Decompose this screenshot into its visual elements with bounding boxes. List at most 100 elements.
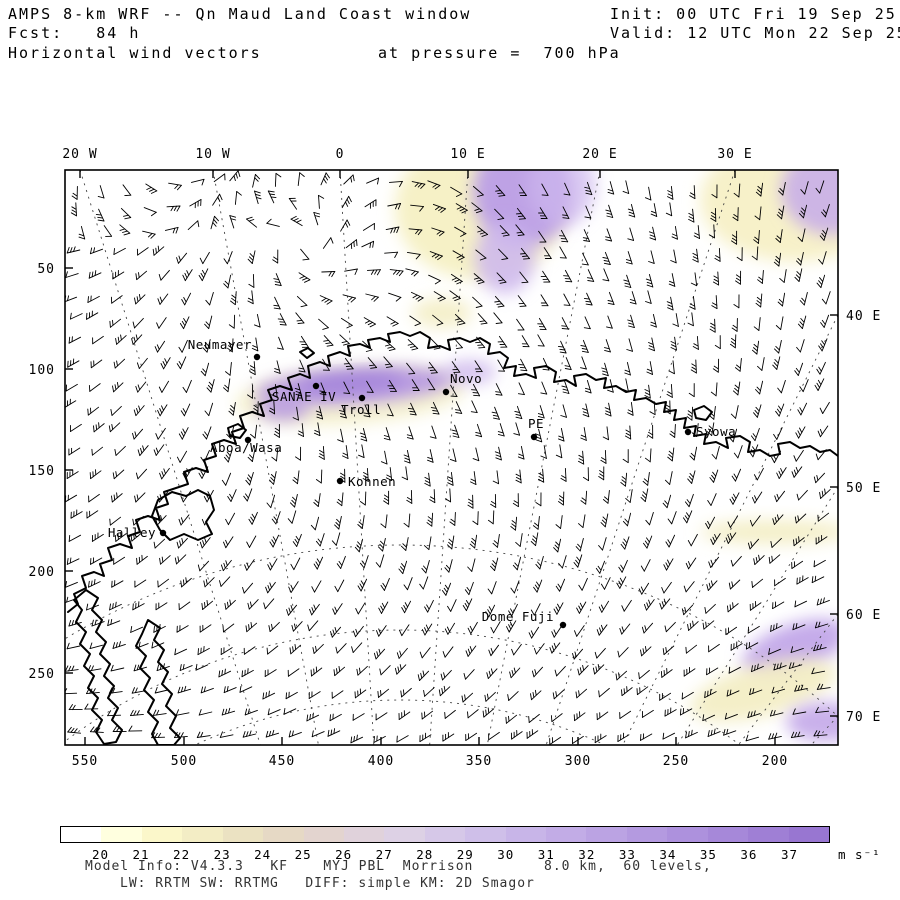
colorbar-tick-label: 23 (213, 847, 231, 862)
station-marker (253, 353, 261, 361)
init-time-label: Init: 00 UTC Fri 19 Sep 25 (610, 5, 897, 23)
colorbar-segment (707, 827, 749, 842)
coastline (135, 619, 181, 745)
station-label: Syowa (696, 424, 736, 439)
axis-label: 400 (368, 754, 394, 769)
station-label: Kohnen (348, 474, 396, 489)
colorbar-segment (788, 827, 830, 842)
colorbar-tick-label: 20 (91, 847, 110, 862)
axis-label: 350 (466, 754, 492, 769)
colorbar-tick-label: 30 (497, 847, 515, 862)
colorbar-tick-label: 37 (780, 847, 798, 862)
coastline (67, 331, 838, 613)
station-label: Aboa/Wasa (210, 440, 282, 455)
colorbar-unit: m s⁻¹ (838, 847, 881, 862)
coastline (227, 423, 247, 439)
colorbar-tick-label: 28 (416, 847, 434, 862)
coastline (73, 589, 123, 745)
colorbar-segment (586, 827, 627, 842)
map-frame (64, 169, 839, 746)
colorbar-tick-label: 25 (294, 847, 312, 862)
axis-ticks (65, 170, 838, 745)
colorbar-segment (141, 827, 183, 842)
field-name: Horizontal wind vectors (8, 44, 262, 62)
station-marker (358, 394, 366, 402)
colorbar-segment (222, 827, 264, 842)
station-marker (159, 529, 167, 537)
colorbar-segment (61, 827, 102, 842)
plot-title: AMPS 8-km WRF -- Qn Maud Land Coast wind… (8, 5, 472, 23)
wind-speed-shading (781, 170, 838, 235)
colorbar-tick-label: 34 (659, 847, 677, 862)
axis-label: 50 E (846, 481, 881, 496)
graticule (65, 170, 838, 745)
axis-label: 10 E (450, 147, 485, 162)
colorbar-segment (626, 827, 668, 842)
axis-label: 40 E (846, 309, 881, 324)
station-label: Troll (341, 402, 381, 417)
colorbar-segment (182, 827, 223, 842)
station-marker (559, 621, 567, 629)
colorbar-tick-label: 27 (375, 847, 393, 862)
axis-label: 500 (171, 754, 197, 769)
coastline (693, 405, 713, 421)
colorbar-tick-label: 24 (254, 847, 272, 862)
station-marker (336, 477, 344, 485)
station-label: Neumayer (188, 337, 252, 352)
axis-label: 60 E (846, 608, 881, 623)
station-label: Halley (108, 525, 156, 540)
station-label: PE (528, 416, 544, 431)
wind-speed-shading (412, 298, 472, 328)
axis-label: 250 (29, 667, 55, 682)
colorbar-segment (303, 827, 344, 842)
colorbar-tick-label: 22 (173, 847, 191, 862)
colorbar-tick-label: 36 (740, 847, 758, 862)
wind-speed-shading (295, 373, 405, 393)
forecast-hour: Fcst: 84 h (8, 24, 141, 42)
wind-speed-shading (528, 170, 596, 226)
valid-time-label: Valid: 12 UTC Mon 22 Sep 25 (610, 24, 900, 42)
colorbar-segment (101, 827, 142, 842)
axis-label: 200 (762, 754, 788, 769)
station-marker (312, 382, 320, 390)
axis-label: 20 W (62, 147, 97, 162)
axis-label: 250 (663, 754, 689, 769)
axis-label: 100 (29, 363, 55, 378)
colorbar-tick-label: 26 (335, 847, 353, 862)
colorbar-tick-label: 29 (456, 847, 474, 862)
wind-speed-shading (444, 360, 496, 384)
axis-label: 300 (565, 754, 591, 769)
colorbar-segment (505, 827, 547, 842)
axis-label: 70 E (846, 710, 881, 725)
colorbar-tick-label: 32 (578, 847, 596, 862)
station-marker (244, 436, 252, 444)
colorbar-segment (343, 827, 385, 842)
wind-speed-colorbar (60, 826, 830, 843)
axis-label: 50 (37, 262, 55, 277)
station-marker (442, 388, 450, 396)
colorbar-segment (748, 827, 789, 842)
axis-label: 30 E (717, 147, 752, 162)
colorbar-tick-label: 33 (618, 847, 636, 862)
station-marker (530, 433, 538, 441)
station-label: SANAE IV (272, 389, 336, 404)
colorbar-segment (667, 827, 708, 842)
colorbar-segment (546, 827, 587, 842)
axis-label: 550 (72, 754, 98, 769)
model-info-line2: LW: RRTM SW: RRTMG DIFF: simple KM: 2D S… (120, 876, 535, 891)
colorbar-segment (465, 827, 506, 842)
station-label: Dome Fuji (482, 609, 554, 624)
model-info-line1: Model Info: V4.3.3 KF MYJ PBL Morrison 8… (85, 859, 712, 874)
axis-label: 150 (29, 464, 55, 479)
colorbar-tick-label: 35 (699, 847, 717, 862)
coastline (299, 347, 315, 359)
pressure-level-label: at pressure = 700 hPa (378, 44, 621, 62)
wind-speed-shading (690, 658, 836, 722)
axis-label: 200 (29, 565, 55, 580)
axis-label: 20 E (582, 147, 617, 162)
colorbar-tick-label: 31 (537, 847, 555, 862)
colorbar-segment (263, 827, 304, 842)
station-marker (684, 428, 692, 436)
colorbar-segment (384, 827, 425, 842)
